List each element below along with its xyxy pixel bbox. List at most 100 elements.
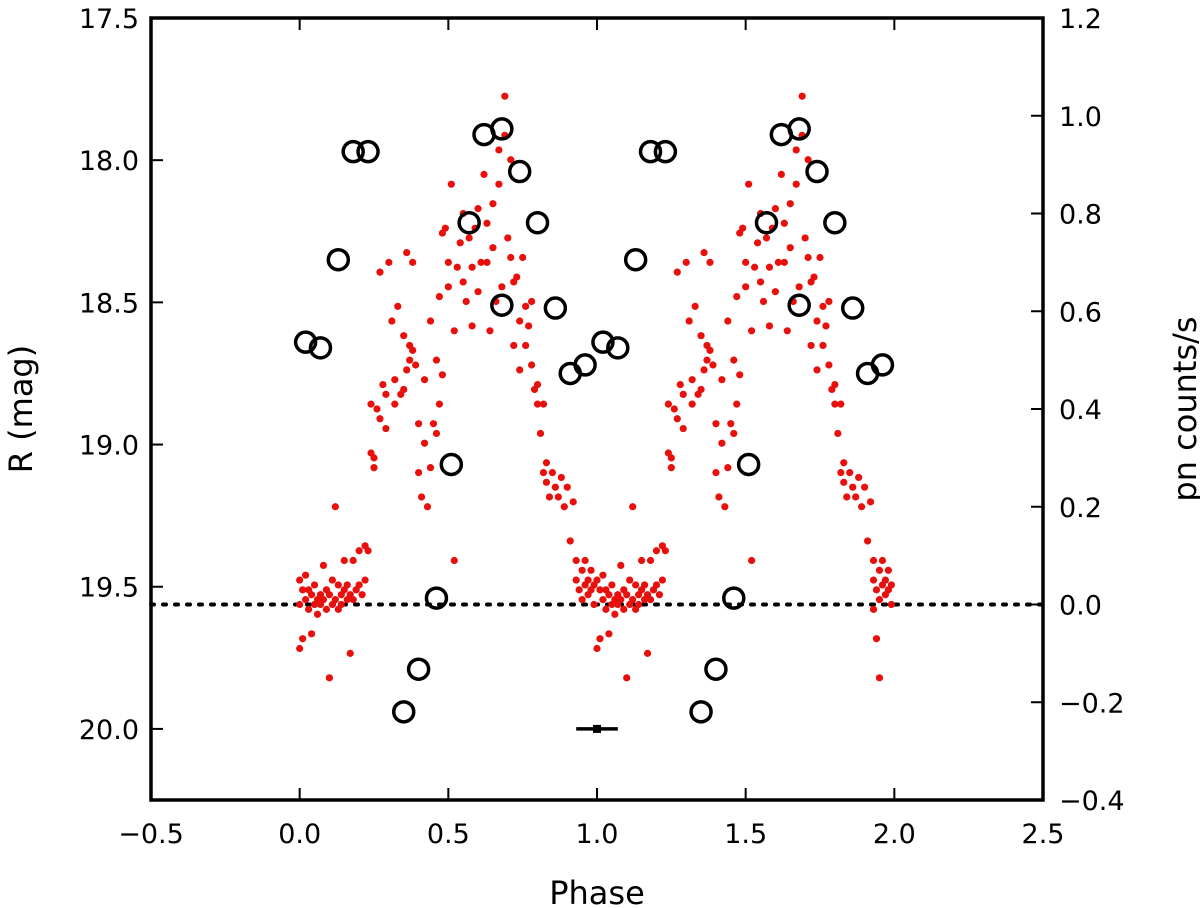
count-rate-dot	[465, 234, 473, 242]
magnitude-circle	[689, 700, 713, 724]
count-rate-dot	[846, 468, 854, 477]
count-rate-dot	[420, 376, 429, 384]
count-rate-dot	[572, 576, 580, 584]
count-rate-dot	[617, 596, 625, 604]
plot-frame	[149, 16, 1045, 802]
count-rate-dot	[495, 180, 503, 188]
count-rate-dot	[450, 556, 458, 565]
count-rate-dot	[813, 366, 821, 374]
count-rate-dot	[328, 576, 336, 584]
count-rate-dot	[533, 380, 542, 389]
magnitude-circle	[638, 139, 663, 164]
count-rate-dot	[575, 586, 583, 594]
count-rate-dot	[786, 200, 794, 208]
count-rate-dot	[831, 400, 839, 408]
count-rate-dot	[810, 273, 818, 281]
axis-ticks: −0.5 0.0 0.5 1.0 1.5 2.0 2.5 17.5 18.0 18.5 19.0 19…	[79, 4, 1125, 850]
count-rate-dot	[875, 596, 884, 604]
count-rate-dot	[599, 596, 607, 604]
count-rate-dot	[355, 581, 363, 589]
count-rate-dot	[322, 605, 331, 613]
count-rate-dot	[590, 600, 598, 609]
count-rate-dot	[495, 146, 503, 154]
magnitude-circle	[736, 452, 761, 477]
count-rate-dot	[605, 591, 613, 599]
count-rate-dot	[676, 380, 684, 389]
y2-tick-label: 0.6	[1059, 297, 1102, 328]
count-rate-dot	[688, 376, 696, 384]
count-rate-dot	[727, 420, 735, 428]
count-rate-dot	[415, 468, 423, 477]
count-rate-dot	[840, 459, 848, 467]
count-rate-dot	[587, 566, 595, 574]
count-rate-dot	[563, 483, 571, 491]
count-rate-dot	[697, 385, 705, 394]
count-rate-dot	[878, 556, 887, 565]
count-rate-dot	[557, 473, 565, 482]
count-rate-dot	[483, 219, 491, 227]
count-rate-dot	[652, 581, 661, 589]
count-rate-dot	[403, 366, 411, 374]
count-rate-dot	[685, 317, 693, 325]
count-rate-dot	[640, 581, 649, 589]
magnitude-circle	[391, 700, 416, 724]
count-rate-dot	[691, 302, 699, 310]
count-rate-dot	[667, 464, 675, 472]
count-rate-dot	[400, 385, 408, 394]
magnitude-circle	[490, 117, 514, 141]
count-rate-dot	[456, 239, 464, 247]
count-rate-dot	[325, 591, 333, 599]
magnitude-circle	[606, 336, 630, 360]
y-tick-label: 18.0	[79, 146, 139, 177]
count-rate-dot	[730, 429, 738, 438]
x-axis-label: Phase	[549, 874, 645, 908]
count-rate-dot	[519, 253, 527, 262]
count-rate-dot	[376, 268, 384, 276]
count-rate-dot	[307, 591, 316, 599]
count-rate-dot	[426, 317, 435, 325]
count-rate-dot	[804, 156, 812, 164]
count-rate-dot	[480, 170, 488, 178]
count-rate-dot	[340, 556, 348, 565]
count-rate-dot	[733, 400, 741, 408]
count-rate-dot	[658, 576, 667, 584]
magnitude-circle	[525, 210, 550, 235]
count-rate-dot	[780, 219, 788, 227]
y2-tick-label: 0.8	[1059, 200, 1102, 231]
count-rate-dot	[629, 596, 637, 604]
count-rate-dot	[560, 503, 568, 511]
count-rate-dot	[819, 341, 827, 350]
count-rate-dot	[863, 537, 872, 545]
count-rate-dot	[819, 302, 827, 310]
count-rate-dot	[486, 327, 494, 335]
count-rate-dot	[310, 581, 319, 589]
count-rate-dot	[373, 405, 381, 413]
count-rate-dot	[792, 180, 800, 188]
count-rate-dot	[302, 571, 310, 579]
count-rate-dot	[866, 498, 875, 506]
count-rate-dot	[718, 376, 726, 384]
count-rate-dot	[623, 674, 631, 682]
count-rate-dot	[382, 424, 390, 433]
count-rate-dot	[596, 635, 604, 643]
count-rate-dot	[887, 581, 895, 589]
magnitude-circle	[591, 330, 615, 354]
count-rate-dot	[715, 493, 723, 501]
count-rate-dot	[724, 317, 732, 325]
count-rate-dot	[700, 366, 708, 374]
count-rate-dot	[646, 596, 655, 604]
magnitude-circle	[326, 247, 351, 272]
count-rate-dot	[807, 341, 815, 350]
count-rate-dot	[646, 556, 655, 565]
count-rate-dot	[385, 258, 393, 266]
count-rate-dot	[712, 468, 720, 477]
count-rate-dot	[438, 371, 446, 379]
count-rate-dot	[786, 244, 794, 252]
count-rate-dot	[869, 556, 878, 565]
count-rate-dot	[426, 464, 435, 472]
count-rate-dot	[771, 288, 780, 296]
count-rate-dot	[742, 258, 750, 266]
count-rate-dot	[420, 439, 429, 447]
count-rate-dot	[667, 454, 675, 462]
count-rate-dot	[364, 547, 372, 555]
